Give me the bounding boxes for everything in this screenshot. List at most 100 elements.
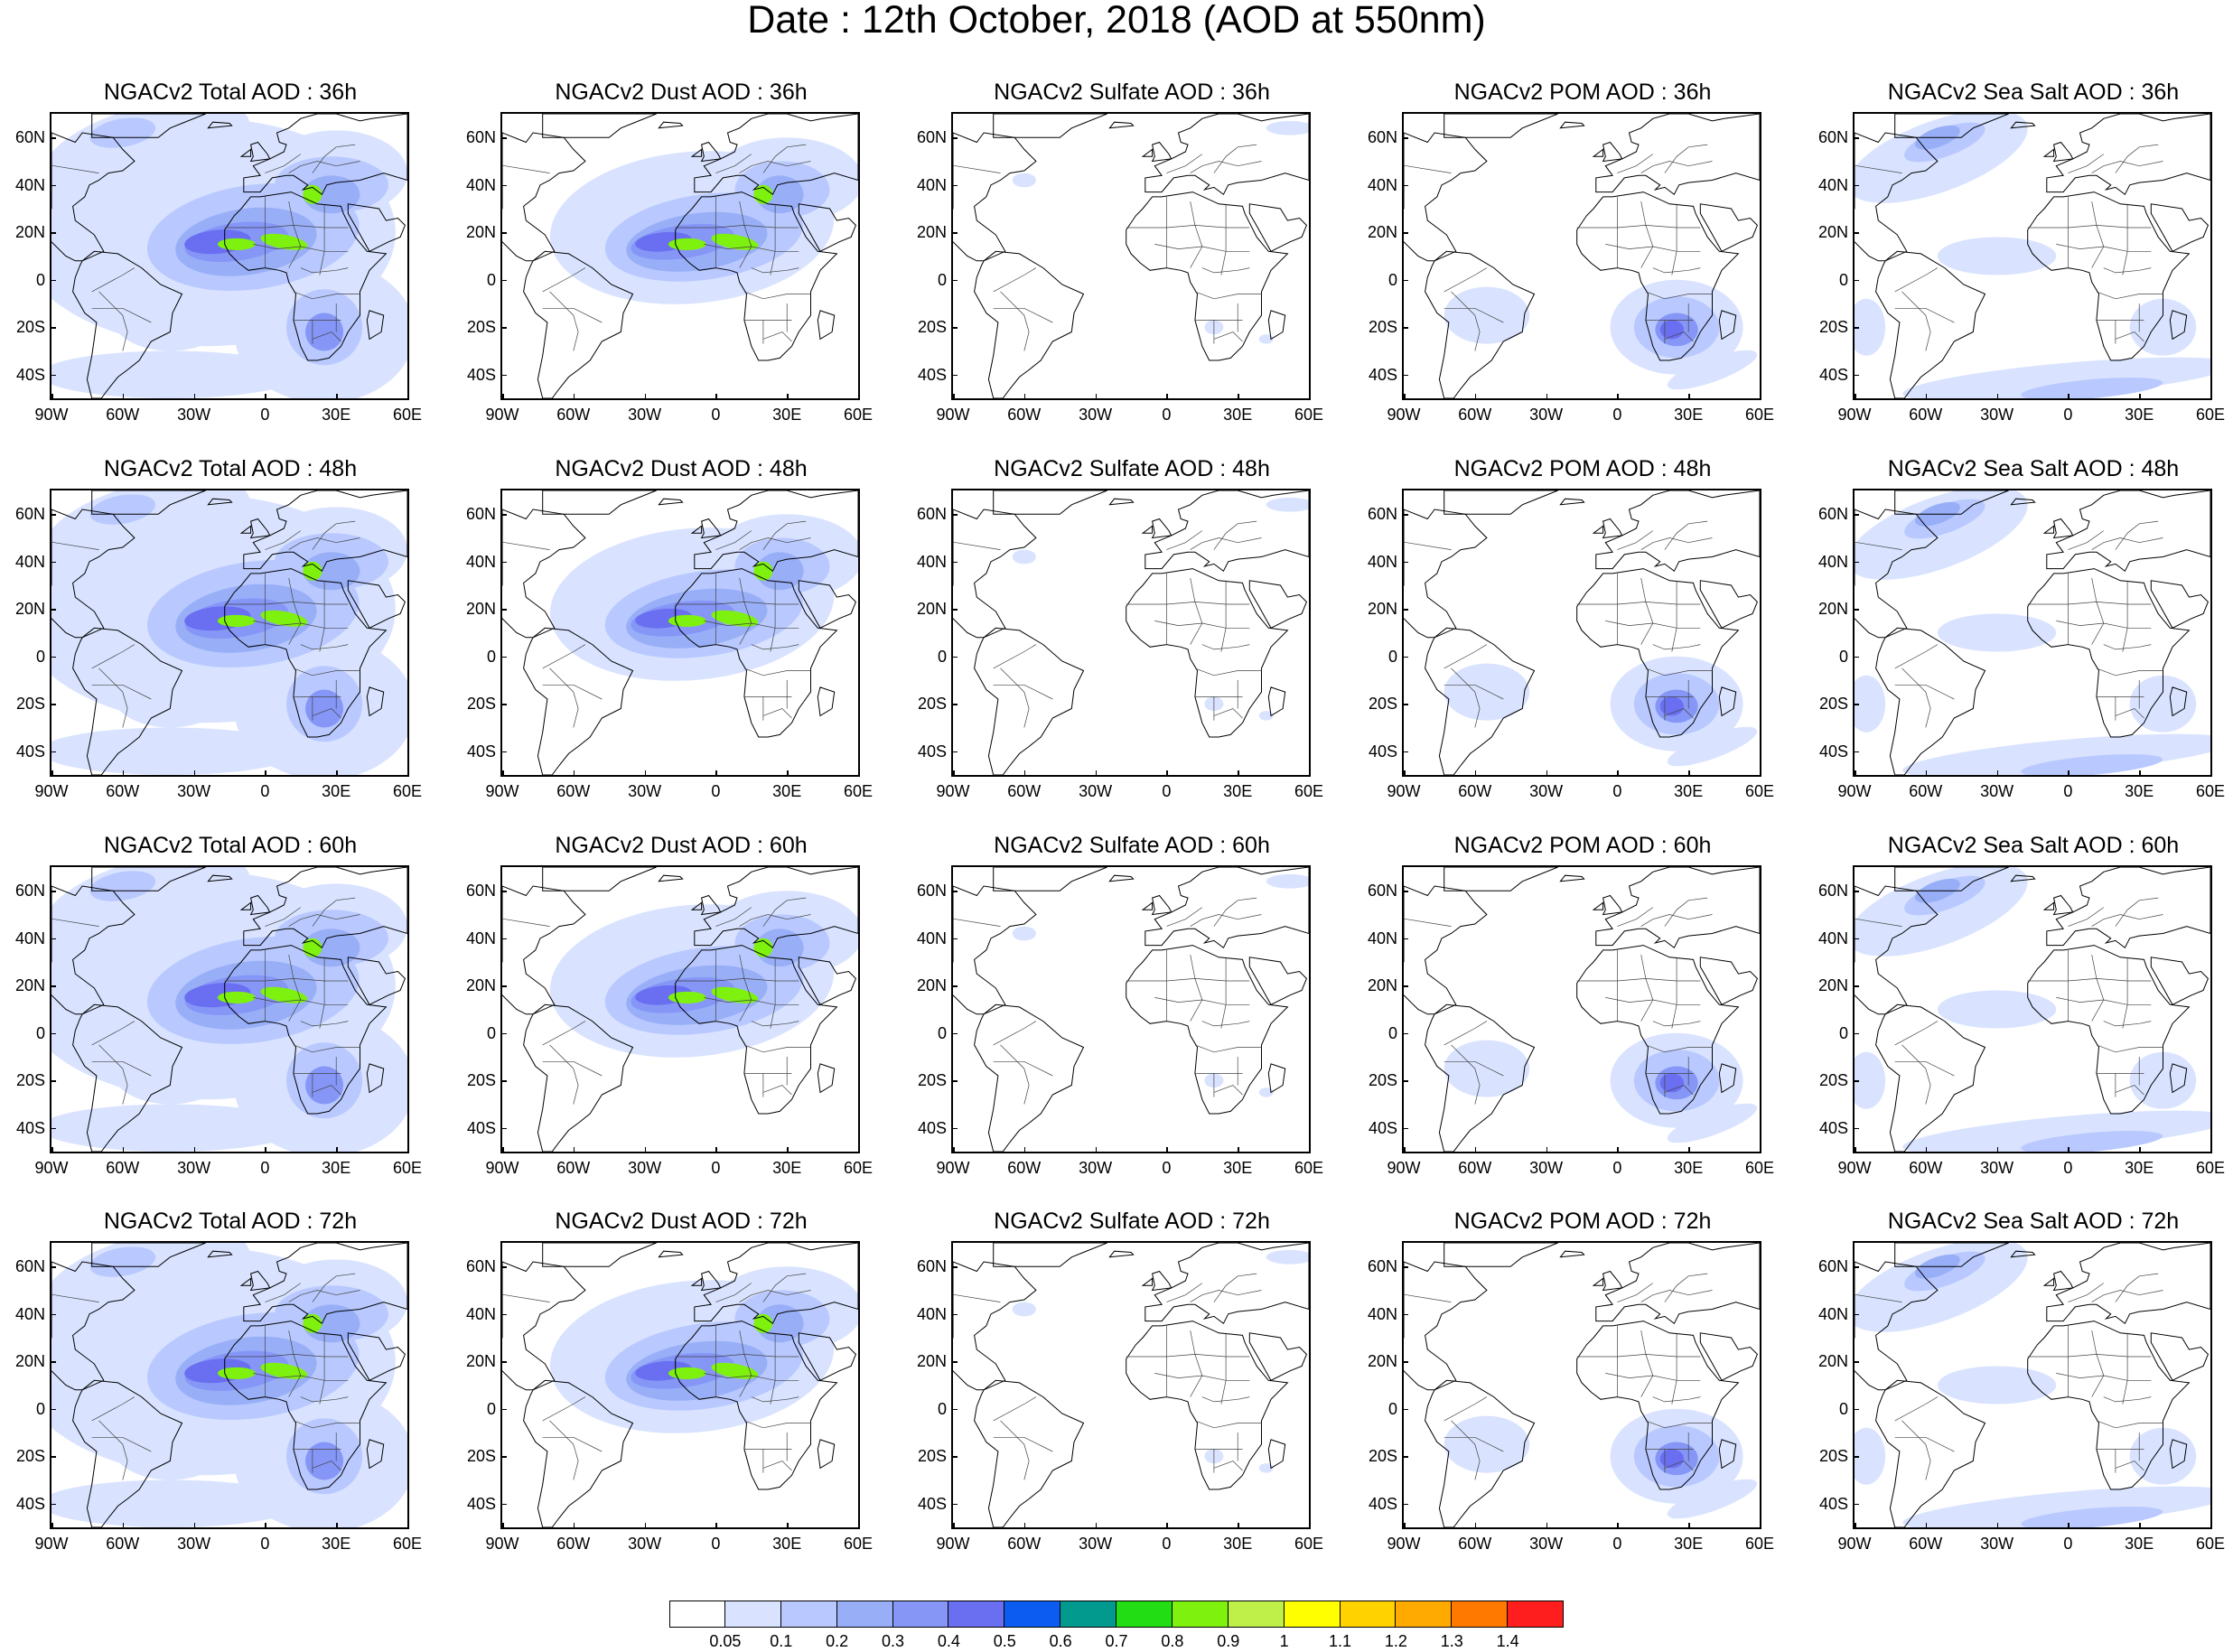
lat-tick [1402,327,1408,329]
lat-tick-label: 0 [486,647,496,666]
lat-tick [500,327,507,329]
aod-shading [260,986,308,1003]
country-border [312,897,356,927]
lon-tick-label: 60W [1909,782,1943,800]
country-border [1645,1420,1713,1429]
country-border [1190,201,1203,268]
lon-tick [1166,770,1168,777]
country-border [2122,203,2128,275]
lon-tick [122,1523,125,1529]
panel-title: NGACv2 Dust AOD : 36h [555,79,808,105]
country-border [1617,154,1654,173]
lon-tick-label: 0 [2063,1159,2073,1177]
country-border [2103,644,2152,650]
lon-tick [715,1523,717,1529]
lon-tick [787,1147,789,1153]
lon-tick-label: 90W [34,1159,69,1177]
colorbar-label: 0.05 [709,1632,742,1650]
aod-shading [89,1246,156,1277]
lat-tick-label: 40S [1818,742,1848,761]
aod-shading [1012,549,1036,565]
lon-tick [953,394,955,400]
lat-tick [1853,1127,1859,1130]
lat-tick-label: 60N [465,882,496,901]
map-panel: NGACv2 POM AOD : 72h 60N 40N 20N 0 20S 40S 90W 6… [1352,1209,1804,1583]
country-border [739,955,752,1022]
lon-tick [193,1147,196,1153]
country-border [2027,602,2152,605]
country-border [1154,997,1250,1005]
lat-tick [500,1080,507,1082]
coastline [817,1063,836,1094]
lon-tick-label: 0 [2063,782,2073,800]
country-border [743,291,811,300]
lat-tick [1402,891,1408,892]
lon-tick-label: 90W [936,406,970,424]
lat-tick-label: 20S [1368,1071,1397,1090]
lon-tick-label: 0 [711,1535,721,1553]
lon-tick-label: 90W [485,1159,519,1177]
lat-tick [1402,1266,1408,1268]
panel-title: NGACv2 Dust AOD : 48h [555,456,808,481]
aod-shading [1266,1249,1309,1265]
lat-tick [951,514,958,516]
colorbar-label: 0.1 [770,1632,793,1650]
country-border [91,267,135,293]
country-border [312,144,356,173]
lon-tick [336,1523,338,1529]
country-border [2056,244,2152,252]
colorbar-swatch [669,1601,725,1628]
lon-tick-label: 30W [177,1159,211,1177]
lat-tick [1853,1080,1859,1082]
coastline [249,1270,271,1292]
country-border [2103,1021,2152,1027]
lat-tick-label: 40N [1367,929,1397,947]
coastline [2027,945,2191,1115]
aod-shading [1012,926,1036,941]
country-border [1901,1044,1931,1105]
lat-tick [1402,279,1408,282]
lat-tick-label: 40N [14,552,45,571]
lon-tick-label: 60W [556,1535,591,1553]
lon-tick [1925,1523,1928,1529]
coastline [1404,509,1488,639]
colorbar-label: 0.9 [1217,1632,1240,1650]
lon-tick-label: 60W [556,782,591,800]
coastline [1595,1243,1760,1325]
lat-tick [1402,609,1408,611]
map-panel: NGACv2 POM AOD : 60h 60N 40N 20N 0 20S 40S 90W 6… [1352,833,1804,1208]
aod-shading [1266,120,1309,135]
lon-tick [787,770,789,777]
coastline [974,250,1085,398]
aod-shading [1667,1103,1758,1143]
country-border [2091,955,2105,1022]
coastline [1699,580,1758,629]
lon-tick [1855,394,1856,400]
map-frame [951,1241,1311,1529]
coastline [347,580,406,629]
map-frame [1853,112,2212,400]
lon-tick [1309,1147,1311,1153]
country-border [51,918,99,927]
country-border [1652,1021,1701,1027]
lon-tick [502,770,504,777]
country-border [1576,978,1701,982]
country-border [1671,1332,1677,1405]
lat-tick [951,1408,958,1411]
coastline [1602,1270,1623,1292]
lon-tick [1617,1523,1619,1529]
country-border [2091,914,2163,927]
aod-shading [305,1066,344,1105]
lon-tick [51,1523,53,1529]
map-panel: NGACv2 Dust AOD : 36h 60N 40N 20N 0 20S 40S 90W… [451,79,902,454]
colorbar-swatch [1396,1601,1453,1628]
lat-tick-label: 40S [466,365,496,384]
lon-tick [122,770,125,777]
map-panel: NGACv2 Sulfate AOD : 72h 60N 40N 20N 0 20S 40S… [902,1209,1353,1583]
aod-map [1855,490,2210,775]
lon-tick-label: 90W [936,1535,970,1553]
lat-tick-label: 60N [1817,882,1848,901]
coastline [1141,901,1154,910]
lat-tick [50,232,56,234]
country-border [542,267,586,293]
